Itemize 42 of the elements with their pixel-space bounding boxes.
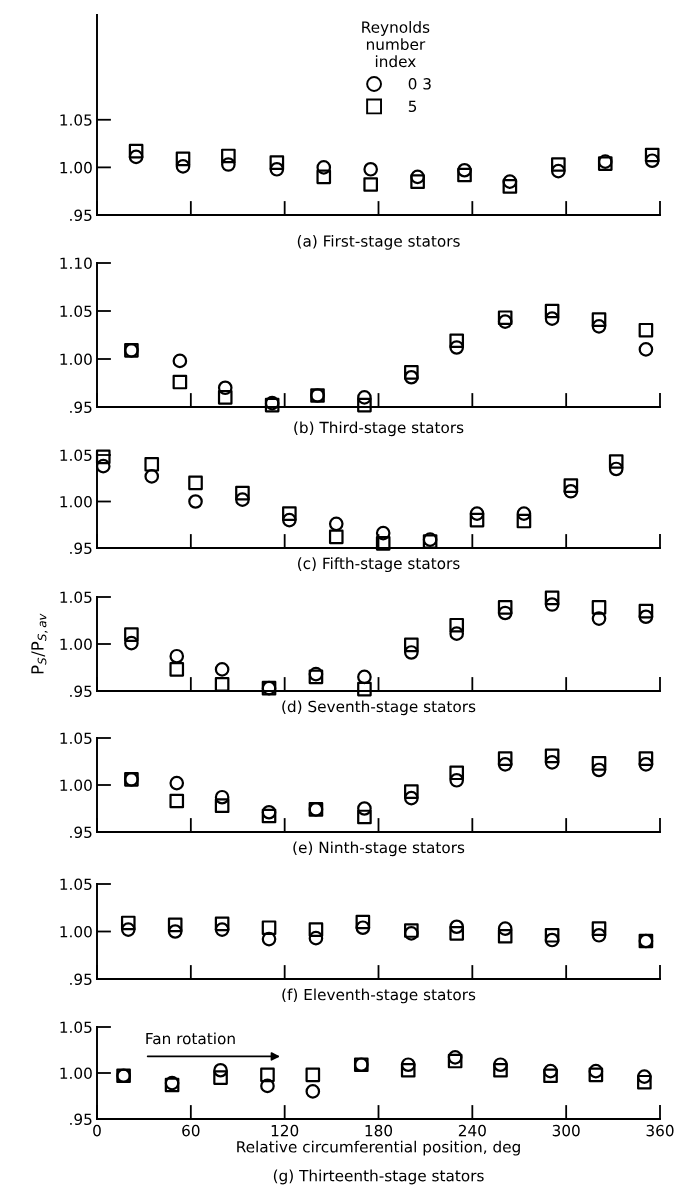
- x-tick-label: 240: [458, 1124, 486, 1137]
- x-tick-label: 120: [271, 1124, 299, 1137]
- y-tick-label: 1.00: [60, 353, 92, 366]
- x-axis-title: Relative circumferential position, deg: [237, 1140, 520, 1156]
- legend-label: 0 3: [408, 78, 431, 90]
- y-tick-label: .95: [70, 542, 92, 555]
- y-tick-label: 1.05: [60, 1021, 92, 1034]
- y-tick-label: 1.10: [60, 257, 92, 270]
- y-tick-label: 1.00: [60, 779, 92, 792]
- text: (g) Thirteenth-stage stators: [273, 1169, 484, 1185]
- y-tick-label: .95: [70, 401, 92, 414]
- y-tick-label: .95: [70, 1113, 92, 1126]
- y-tick-label: 1.05: [60, 305, 92, 318]
- text: (a) First-stage stators: [297, 235, 460, 250]
- y-tick-label: .95: [70, 826, 92, 839]
- text: (d) Seventh-stage stators: [282, 700, 476, 716]
- x-tick-label: 360: [646, 1124, 674, 1137]
- text: (c) Fifth-stage stators: [298, 557, 460, 573]
- y-tick-label: 1.05: [60, 732, 92, 745]
- y-tick-label: .95: [70, 685, 92, 698]
- y-tick-label: 1.00: [60, 161, 92, 174]
- y-tick-label: 1.05: [60, 591, 92, 604]
- y-tick-label: 1.00: [60, 495, 92, 508]
- annotation: Fan rotation: [146, 1032, 235, 1045]
- y-tick-label: .95: [70, 973, 92, 986]
- x-tick-label: 180: [365, 1124, 393, 1137]
- y-tick-label: 1.00: [60, 638, 92, 651]
- y-tick-label: 1.00: [60, 1067, 92, 1080]
- y-tick-label: .95: [70, 209, 92, 222]
- y-axis-title: P$_{S}$/P$_{S,av}$: [31, 613, 48, 674]
- text: (f) Eleventh-stage stators: [282, 988, 476, 1004]
- y-tick-label: 1.05: [60, 114, 92, 126]
- x-tick-label: 60: [182, 1124, 200, 1137]
- y-tick-label: 1.05: [60, 449, 92, 462]
- y-tick-label: 1.00: [60, 925, 92, 938]
- text: (e) Ninth-stage stators: [293, 841, 465, 857]
- x-tick-label: 300: [552, 1124, 580, 1137]
- legend-label: 5: [408, 100, 417, 112]
- legend-title: Reynolds number index: [362, 21, 430, 68]
- x-tick-label: 0: [93, 1124, 101, 1137]
- text: (b) Third-stage stators: [294, 421, 464, 437]
- y-tick-label: 1.05: [60, 878, 92, 891]
